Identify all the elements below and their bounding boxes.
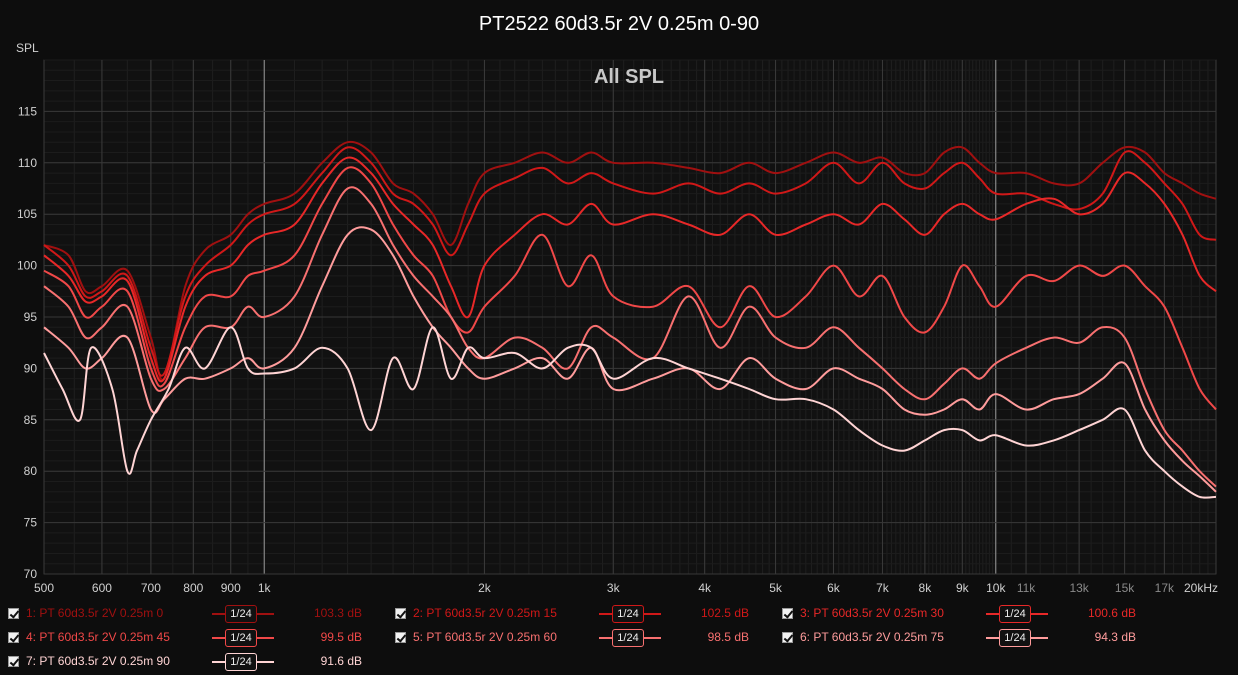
legend-item-7[interactable]: 7: PT 60d3.5r 2V 0.25m 90 1/24 91.6 dB	[8, 650, 362, 672]
smoothing-control[interactable]: 1/24	[212, 652, 274, 671]
x-tick-label: 11k	[1017, 581, 1036, 595]
smoothing-label: 1/24	[612, 605, 644, 623]
x-tick-label: 15k	[1115, 581, 1135, 595]
series-line-5	[43, 186, 1217, 488]
series-line-3	[43, 156, 1217, 383]
legend-series-name: 4: PT 60d3.5r 2V 0.25m 45	[26, 630, 170, 644]
plot-label: All SPL	[594, 66, 664, 88]
legend-series-name: 7: PT 60d3.5r 2V 0.25m 90	[26, 654, 170, 668]
series-lines	[43, 140, 1217, 499]
legend-series-name: 5: PT 60d3.5r 2V 0.25m 60	[413, 630, 557, 644]
y-axis-ticks: 70 75 80 85 90 95 100 105 110 115	[17, 104, 37, 581]
x-tick-label: 17k	[1155, 581, 1175, 595]
legend-level: 102.5 dB	[700, 606, 749, 620]
x-tick-label: 500	[34, 581, 54, 595]
legend-item-1[interactable]: 1: PT 60d3.5r 2V 0.25m 0 1/24 103.3 dB	[8, 602, 362, 624]
smoothing-label: 1/24	[612, 629, 644, 647]
legend-series-name: 2: PT 60d3.5r 2V 0.25m 15	[413, 606, 557, 620]
legend-checkbox[interactable]	[395, 631, 406, 643]
series-line-7	[43, 326, 1217, 499]
legend-checkbox[interactable]	[782, 607, 793, 619]
spl-chart: PT2522 60d3.5r 2V 0.25m 0-90 SPL 500 600 7…	[16, 13, 1218, 595]
x-tick-label: 8k	[919, 581, 933, 595]
series-line-4	[43, 166, 1217, 411]
legend-checkbox[interactable]	[8, 655, 19, 667]
legend-item-6[interactable]: 6: PT 60d3.5r 2V 0.25m 75 1/24 94.3 dB	[782, 626, 1136, 648]
smoothing-label: 1/24	[225, 605, 257, 623]
legend-level: 98.5 dB	[707, 630, 749, 644]
x-tick-label: 1k	[258, 581, 272, 595]
legend-checkbox[interactable]	[8, 607, 19, 619]
legend-level: 100.6 dB	[1087, 606, 1136, 620]
legend: 1: PT 60d3.5r 2V 0.25m 0 1/24 103.3 dB 2: P…	[0, 602, 1238, 675]
smoothing-control[interactable]: 1/24	[986, 604, 1048, 623]
legend-checkbox[interactable]	[8, 631, 19, 643]
smoothing-label: 1/24	[225, 653, 257, 671]
series-line-2	[43, 146, 1217, 377]
legend-series-name: 1: PT 60d3.5r 2V 0.25m 0	[26, 606, 164, 620]
x-tick-label: 6k	[827, 581, 841, 595]
legend-level: 94.3 dB	[1094, 630, 1136, 644]
x-tick-label: 7k	[876, 581, 890, 595]
y-tick-label: 110	[18, 156, 37, 170]
x-tick-label: 800	[183, 581, 203, 595]
y-tick-label: 85	[24, 413, 38, 427]
legend-level: 91.6 dB	[320, 654, 362, 668]
y-axis-label: SPL	[16, 41, 39, 55]
legend-series-name: 6: PT 60d3.5r 2V 0.25m 75	[800, 630, 944, 644]
y-tick-label: 100	[17, 259, 37, 273]
legend-item-2[interactable]: 2: PT 60d3.5r 2V 0.25m 15 1/24 102.5 dB	[395, 602, 749, 624]
x-tick-label: 900	[221, 581, 241, 595]
chart-title: PT2522 60d3.5r 2V 0.25m 0-90	[479, 13, 759, 35]
legend-item-3[interactable]: 3: PT 60d3.5r 2V 0.25m 30 1/24 100.6 dB	[782, 602, 1136, 624]
y-tick-label: 70	[24, 567, 38, 581]
x-tick-label: 600	[92, 581, 112, 595]
series-line-1	[43, 140, 1217, 382]
legend-checkbox[interactable]	[782, 631, 793, 643]
x-tick-label: 20kHz	[1184, 581, 1218, 595]
x-tick-label: 700	[141, 581, 161, 595]
y-tick-label: 115	[18, 104, 37, 118]
x-tick-label: 4k	[698, 581, 712, 595]
y-tick-label: 105	[17, 207, 37, 221]
smoothing-control[interactable]: 1/24	[599, 628, 661, 647]
y-tick-label: 90	[24, 361, 38, 375]
smoothing-control[interactable]: 1/24	[212, 604, 274, 623]
smoothing-label: 1/24	[999, 605, 1031, 623]
legend-series-name: 3: PT 60d3.5r 2V 0.25m 30	[800, 606, 944, 620]
legend-level: 99.5 dB	[320, 630, 362, 644]
smoothing-control[interactable]: 1/24	[986, 628, 1048, 647]
y-tick-label: 95	[24, 310, 38, 324]
smoothing-control[interactable]: 1/24	[212, 628, 274, 647]
legend-level: 103.3 dB	[313, 606, 362, 620]
x-tick-label: 10k	[986, 581, 1006, 595]
smoothing-label: 1/24	[999, 629, 1031, 647]
x-tick-label: 9k	[956, 581, 970, 595]
y-tick-label: 75	[24, 516, 38, 530]
smoothing-label: 1/24	[225, 629, 257, 647]
legend-item-5[interactable]: 5: PT 60d3.5r 2V 0.25m 60 1/24 98.5 dB	[395, 626, 749, 648]
x-tick-label: 3k	[607, 581, 621, 595]
y-tick-label: 80	[24, 464, 38, 478]
x-tick-label: 5k	[769, 581, 783, 595]
smoothing-control[interactable]: 1/24	[599, 604, 661, 623]
x-tick-label: 2k	[478, 581, 492, 595]
x-axis-ticks: 500 600 700 800 900 1k 2k 3k 4k 5k 6k 7k 8k 9k 10k 11k 1…	[34, 581, 1218, 595]
x-tick-label: 13k	[1069, 581, 1089, 595]
legend-item-4[interactable]: 4: PT 60d3.5r 2V 0.25m 45 1/24 99.5 dB	[8, 626, 362, 648]
legend-checkbox[interactable]	[395, 607, 406, 619]
